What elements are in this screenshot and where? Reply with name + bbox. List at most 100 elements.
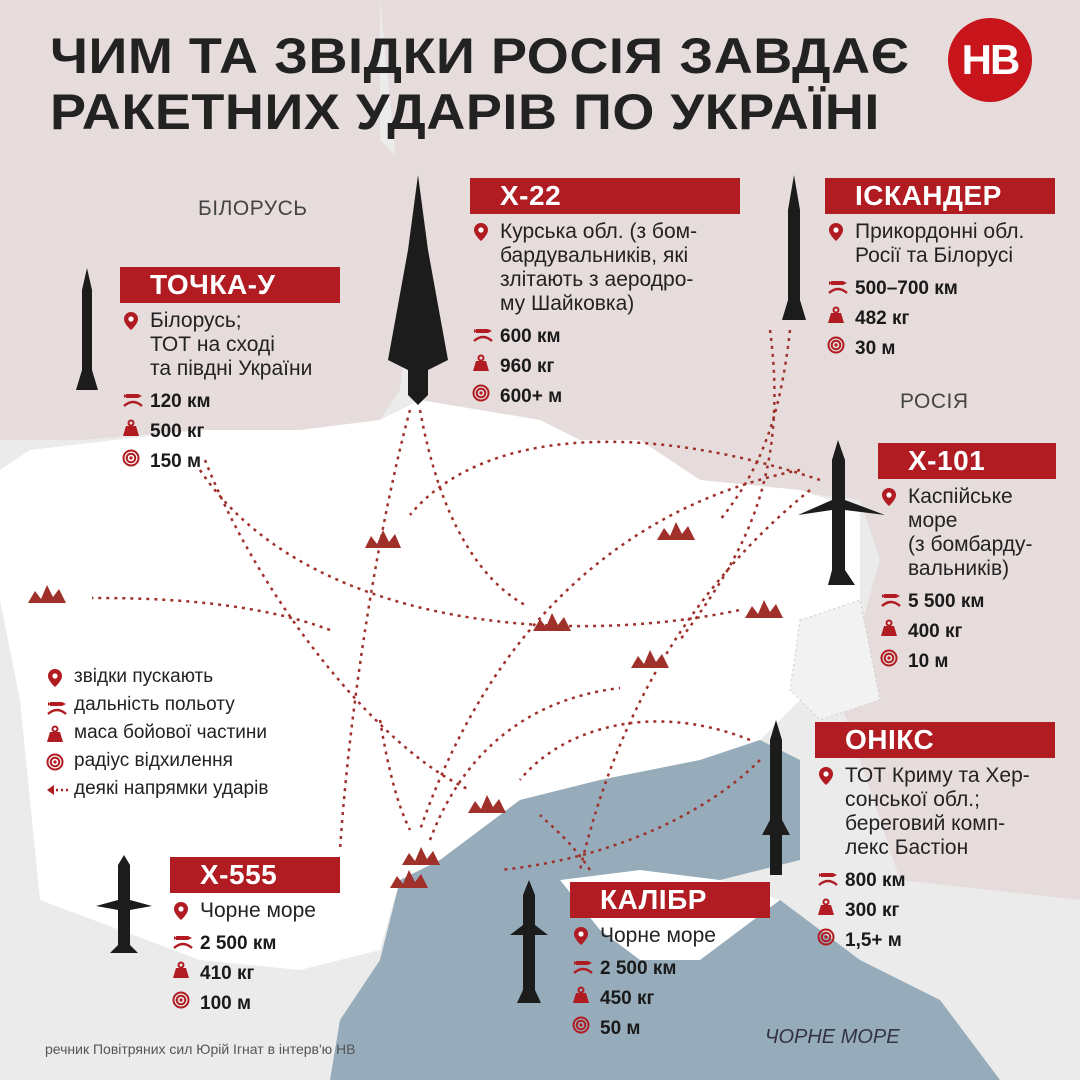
- pin-icon: [825, 220, 855, 242]
- origin-line: лекс Бастіон: [845, 836, 969, 859]
- occupied-hatch: [789, 599, 881, 721]
- missile-card: КАЛІБР Чорне море 2 500 км 450 кг 50 м: [570, 882, 770, 1041]
- kalibr-missile-icon: [510, 880, 548, 1003]
- weight-icon: [120, 417, 150, 437]
- launch-origin: Білорусь; ТОТ на сході та півдні України: [150, 309, 312, 381]
- label-black-sea: ЧОРНЕ МОРЕ: [765, 1026, 900, 1048]
- label-russia: РОСІЯ: [900, 390, 969, 413]
- belarus-region: [0, 0, 420, 440]
- weight-icon: [170, 959, 200, 979]
- missile-silhouettes: [76, 175, 885, 1003]
- stat-mass: 450 кг: [600, 988, 655, 1009]
- origin-line: му Шайковка): [500, 292, 635, 315]
- stat-mass: 410 кг: [200, 963, 255, 984]
- stat-range: 600 км: [500, 326, 561, 347]
- tochka-u-missile-icon: [76, 268, 98, 390]
- oniks-missile-icon: [762, 720, 790, 875]
- stat-cep: 1,5+ м: [845, 930, 902, 951]
- arrow-icon: [44, 781, 74, 797]
- range-icon: [170, 929, 200, 949]
- legend: звідки пускають дальність польоту маса бой…: [44, 660, 268, 800]
- legend-item: звідки пускають: [44, 666, 268, 688]
- legend-label: маса бойової частини: [74, 722, 267, 743]
- iskander-missile-icon: [782, 175, 806, 320]
- pin-icon: [120, 309, 150, 331]
- stat-cep: 30 м: [855, 338, 896, 359]
- missile-name: ОНІКС: [815, 722, 1055, 758]
- missile-card: Х-22 Курська обл. (з бом-бардувальників, …: [470, 178, 740, 409]
- title-line-2: РАКЕТНИХ УДАРІВ ПО УКРАЇНІ: [50, 84, 880, 140]
- range-icon: [44, 695, 74, 715]
- stat-mass: 960 кг: [500, 356, 555, 377]
- target-icon: [815, 926, 845, 946]
- origin-line: вальників): [908, 557, 1010, 580]
- origin-line: та півдні України: [150, 357, 313, 380]
- range-icon: [470, 322, 500, 342]
- stat-cep: 150 м: [150, 451, 202, 472]
- weight-icon: [825, 304, 855, 324]
- weight-icon: [878, 617, 908, 637]
- missile-name: Х-22: [470, 178, 740, 214]
- kh-101-missile-icon: [798, 440, 885, 585]
- origin-line: ТОТ на сході: [150, 333, 275, 356]
- weight-icon: [570, 984, 600, 1004]
- pin-icon: [470, 220, 500, 242]
- missile-name: Х-101: [878, 443, 1056, 479]
- origin-line: Білорусь;: [150, 309, 242, 332]
- source-note: речник Повітряних сил Юрій Ігнат в інтер…: [45, 1041, 356, 1057]
- stat-cep: 10 м: [908, 651, 949, 672]
- target-icon: [825, 334, 855, 354]
- missile-card: Х-555 Чорне море 2 500 км 410 кг 100 м: [170, 857, 340, 1016]
- missile-card: Х-101 Каспійське море (з бомбарду-вальників…: [878, 443, 1056, 674]
- legend-item: дальність польоту: [44, 694, 268, 716]
- origin-line: Чорне море: [600, 924, 716, 947]
- stat-mass: 400 кг: [908, 621, 963, 642]
- weight-icon: [44, 723, 74, 743]
- page-title: ЧИМ ТА ЗВІДКИ РОСІЯ ЗАВДАЄ РАКЕТНИХ УДАР…: [50, 28, 910, 140]
- ukraine-region: [0, 400, 860, 970]
- black-sea: [330, 740, 1000, 1080]
- target-icon: [120, 447, 150, 467]
- origin-line: Росії та Білорусі: [855, 244, 1013, 267]
- pin-icon: [170, 899, 200, 921]
- origin-line: береговий комп-: [845, 812, 1006, 835]
- origin-line: ТОТ Криму та Хер-: [845, 764, 1030, 787]
- origin-line: бардувальників, які: [500, 244, 689, 267]
- nv-logo: НВ: [948, 18, 1032, 102]
- missile-name: ІСКАНДЕР: [825, 178, 1055, 214]
- range-icon: [570, 954, 600, 974]
- weight-icon: [470, 352, 500, 372]
- stat-range: 5 500 км: [908, 591, 985, 612]
- pin-icon: [44, 666, 74, 688]
- target-icon: [570, 1014, 600, 1034]
- strike-arrows: [91, 329, 821, 872]
- pin-icon: [570, 924, 600, 946]
- explosion-markers: [28, 522, 783, 888]
- stat-range: 500–700 км: [855, 278, 958, 299]
- missile-card: ІСКАНДЕР Прикордонні обл. Росії та Білорус…: [825, 178, 1055, 361]
- stat-mass: 300 кг: [845, 900, 900, 921]
- legend-label: деякі напрямки ударів: [74, 778, 269, 799]
- legend-item: маса бойової частини: [44, 722, 268, 744]
- pin-icon: [878, 485, 908, 507]
- origin-line: Каспійське: [908, 485, 1013, 508]
- weight-icon: [815, 896, 845, 916]
- missile-name: ТОЧКА-У: [120, 267, 340, 303]
- origin-line: злітають з аеродро-: [500, 268, 694, 291]
- origin-line: Прикордонні обл.: [855, 220, 1025, 243]
- legend-item: деякі напрямки ударів: [44, 778, 268, 800]
- stat-range: 120 км: [150, 391, 211, 412]
- origin-line: море: [908, 509, 958, 532]
- stat-range: 2 500 км: [200, 933, 277, 954]
- missile-card: ОНІКС ТОТ Криму та Хер-сонської обл.; бере…: [815, 722, 1055, 953]
- launch-origin: Чорне море: [600, 924, 716, 948]
- kh-22-missile-icon: [388, 175, 448, 405]
- target-icon: [470, 382, 500, 402]
- legend-label: звідки пускають: [74, 666, 214, 687]
- missile-card: ТОЧКА-У Білорусь; ТОТ на сході та півдні Ук…: [120, 267, 340, 474]
- origin-line: (з бомбарду-: [908, 533, 1033, 556]
- stat-range: 2 500 км: [600, 958, 677, 979]
- origin-line: сонської обл.;: [845, 788, 980, 811]
- origin-line: Курська обл. (з бом-: [500, 220, 698, 243]
- stat-cep: 600+ м: [500, 386, 563, 407]
